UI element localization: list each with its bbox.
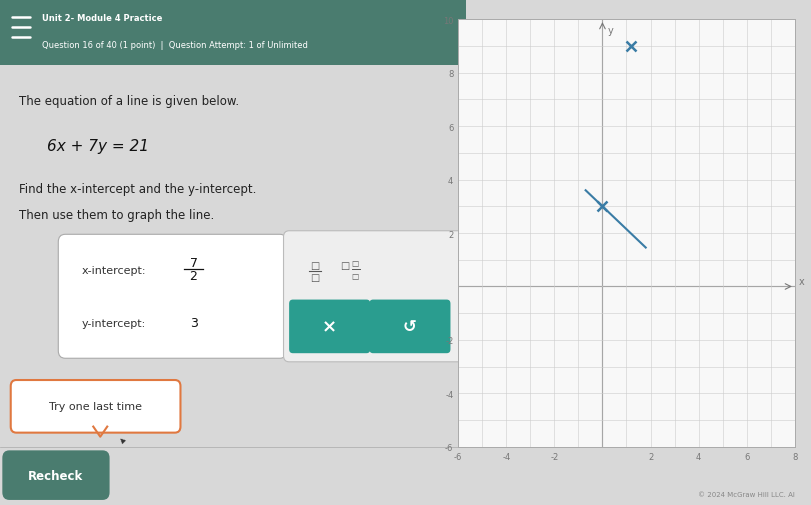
FancyBboxPatch shape [0, 0, 466, 66]
Text: □: □ [341, 260, 350, 270]
Text: □: □ [310, 260, 320, 270]
Text: x: x [798, 277, 805, 286]
Text: 2: 2 [190, 269, 197, 282]
Text: ↺: ↺ [403, 318, 417, 336]
FancyBboxPatch shape [289, 300, 371, 353]
Text: 6x + 7y = 21: 6x + 7y = 21 [47, 139, 148, 154]
Text: □: □ [352, 258, 359, 267]
Text: © 2024 McGraw Hill LLC. Al: © 2024 McGraw Hill LLC. Al [698, 491, 795, 497]
Text: Unit 2- Module 4 Practice: Unit 2- Module 4 Practice [42, 14, 162, 23]
Text: □: □ [352, 271, 359, 280]
FancyBboxPatch shape [11, 380, 181, 433]
Text: □: □ [310, 273, 320, 283]
Text: The equation of a line is given below.: The equation of a line is given below. [19, 94, 238, 108]
Text: Question 16 of 40 (1 point)  |  Question Attempt: 1 of Unlimited: Question 16 of 40 (1 point) | Question A… [42, 41, 308, 50]
Text: Try one last time: Try one last time [49, 401, 142, 412]
Text: Then use them to graph the line.: Then use them to graph the line. [19, 208, 214, 221]
FancyBboxPatch shape [58, 235, 287, 359]
Text: 3: 3 [190, 317, 197, 330]
Text: Find the x-intercept and the y-intercept.: Find the x-intercept and the y-intercept… [19, 183, 256, 196]
Text: 7: 7 [190, 256, 198, 269]
Text: Recheck: Recheck [28, 469, 84, 482]
Text: y: y [607, 26, 613, 35]
Text: ▲: ▲ [119, 435, 127, 443]
FancyBboxPatch shape [2, 450, 109, 500]
FancyBboxPatch shape [284, 231, 465, 362]
Text: y-intercept:: y-intercept: [82, 318, 146, 328]
FancyBboxPatch shape [369, 300, 450, 353]
Text: ×: × [322, 318, 337, 336]
Text: x-intercept:: x-intercept: [82, 265, 146, 275]
